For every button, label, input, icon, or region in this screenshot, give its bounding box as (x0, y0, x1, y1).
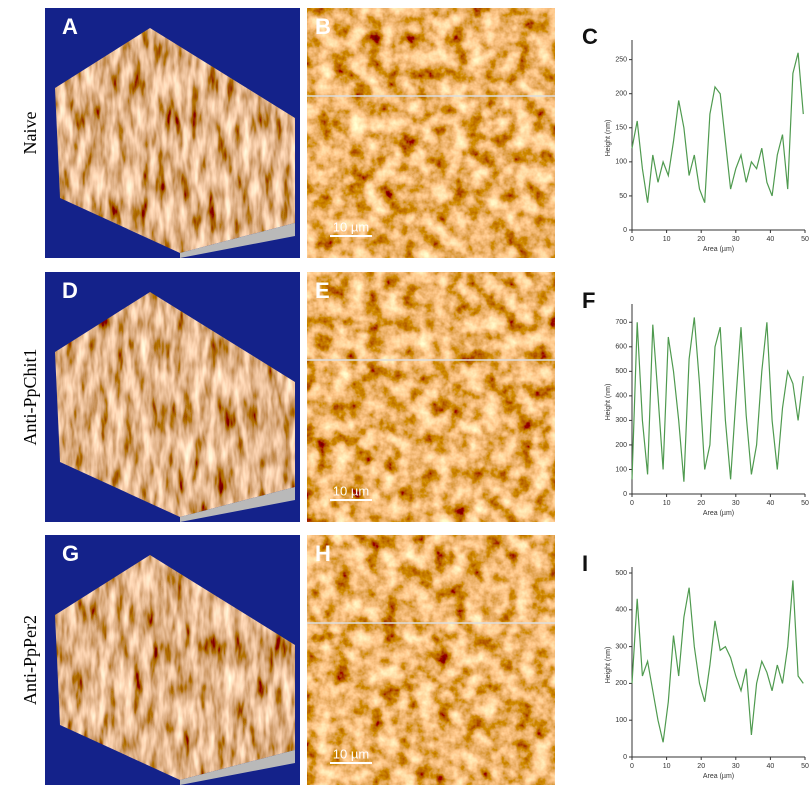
scale-bar-label: 10 µm (333, 483, 369, 498)
x-axis-title: Area (µm) (703, 773, 734, 780)
x-axis-title: Area (µm) (703, 510, 734, 517)
x-tick-label: 40 (767, 236, 775, 243)
x-tick-label: 0 (630, 500, 634, 507)
y-tick-label: 400 (615, 607, 627, 614)
x-tick-label: 10 (663, 763, 671, 770)
y-tick-label: 150 (615, 125, 627, 132)
y-tick-label: 400 (615, 393, 627, 400)
y-axis-title: Height (nm) (605, 120, 612, 157)
panel-letter: I (582, 551, 588, 576)
x-axis-title: Area (µm) (703, 246, 734, 253)
x-tick-label: 30 (732, 236, 740, 243)
x-tick-label: 0 (630, 236, 634, 243)
y-tick-label: 0 (623, 754, 627, 761)
y-tick-label: 100 (615, 466, 627, 473)
profile-line-series (632, 317, 803, 481)
x-tick-label: 30 (732, 500, 740, 507)
figure: NaiveAB10 µmC05010015020025001020304050A… (0, 0, 811, 790)
x-tick-label: 20 (697, 500, 705, 507)
row-label: Naive (20, 112, 40, 155)
panel-letter: B (315, 14, 331, 39)
panel-letter: F (582, 288, 595, 313)
y-tick-label: 300 (615, 417, 627, 424)
x-tick-label: 30 (732, 763, 740, 770)
x-tick-label: 20 (697, 236, 705, 243)
y-tick-label: 250 (615, 56, 627, 63)
y-tick-label: 500 (615, 570, 627, 577)
panel-letter: H (315, 541, 331, 566)
panel-letter: C (582, 24, 598, 49)
panel-letter: G (62, 541, 79, 566)
panel-letter: E (315, 278, 330, 303)
y-tick-label: 0 (623, 491, 627, 498)
y-tick-label: 0 (623, 227, 627, 234)
y-tick-label: 500 (615, 368, 627, 375)
y-tick-label: 100 (615, 159, 627, 166)
x-tick-label: 40 (767, 500, 775, 507)
x-tick-label: 10 (663, 236, 671, 243)
scale-bar-label: 10 µm (333, 746, 369, 761)
y-tick-label: 700 (615, 319, 627, 326)
panel-letter: D (62, 278, 78, 303)
y-tick-label: 600 (615, 344, 627, 351)
x-tick-label: 0 (630, 763, 634, 770)
x-tick-label: 50 (801, 236, 809, 243)
panel-letter: A (62, 14, 78, 39)
x-tick-label: 50 (801, 500, 809, 507)
y-tick-label: 50 (619, 193, 627, 200)
y-tick-label: 200 (615, 680, 627, 687)
scale-bar-label: 10 µm (333, 219, 369, 234)
y-tick-label: 200 (615, 91, 627, 98)
y-axis-title: Height (nm) (605, 647, 612, 684)
x-tick-label: 20 (697, 763, 705, 770)
row-label: Anti-PpPer2 (20, 615, 40, 705)
profile-line-series (632, 580, 803, 742)
y-tick-label: 300 (615, 643, 627, 650)
y-tick-label: 200 (615, 442, 627, 449)
x-tick-label: 40 (767, 763, 775, 770)
y-tick-label: 100 (615, 717, 627, 724)
profile-line-series (632, 53, 803, 203)
x-tick-label: 10 (663, 500, 671, 507)
y-axis-title: Height (nm) (605, 384, 612, 421)
row-label: Anti-PpChit1 (20, 348, 40, 445)
x-tick-label: 50 (801, 763, 809, 770)
